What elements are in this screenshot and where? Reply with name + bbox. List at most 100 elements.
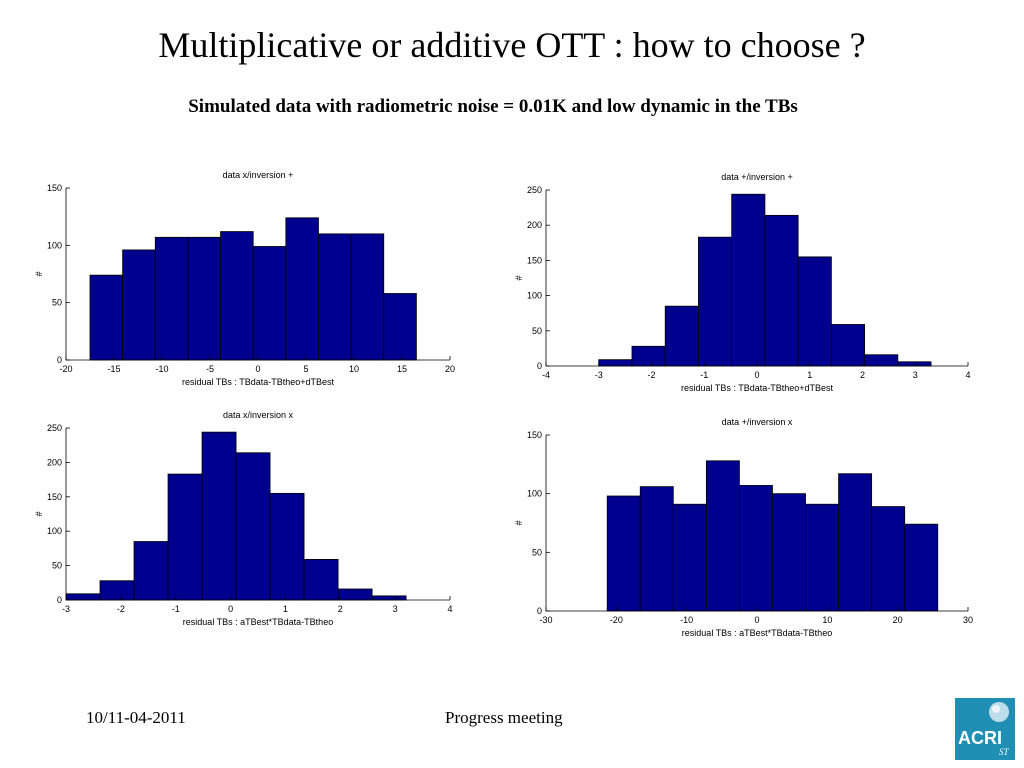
x-tick-label: 5 bbox=[303, 364, 308, 374]
y-tick-label: 50 bbox=[52, 561, 62, 571]
y-tick-label: 0 bbox=[537, 361, 542, 371]
histogram-bar bbox=[705, 460, 740, 612]
histogram-bar bbox=[672, 503, 707, 612]
x-tick-label: 3 bbox=[393, 604, 398, 614]
y-tick-label: 100 bbox=[527, 291, 542, 301]
histogram-bottom-right: data +/inversion x -30 -20 -10 0 10 20 30 0 50 100… bbox=[514, 417, 973, 638]
histogram-bar bbox=[133, 541, 169, 601]
page-title: Multiplicative or additive OTT : how to … bbox=[158, 25, 866, 65]
histogram-bar bbox=[764, 214, 799, 367]
x-axis-label: residual TBs : aTBest*TBdata-TBtheo bbox=[682, 628, 832, 638]
x-tick-label: 20 bbox=[445, 364, 455, 374]
histogram-bar bbox=[235, 452, 271, 601]
histogram-bar bbox=[350, 233, 385, 361]
chart-title: data x/inversion + bbox=[223, 170, 294, 180]
histogram-bar bbox=[871, 506, 906, 612]
histogram-bar bbox=[664, 305, 699, 367]
histogram-bar bbox=[285, 217, 319, 361]
x-tick-label: -1 bbox=[172, 604, 180, 614]
page-subtitle: Simulated data with radiometric noise = … bbox=[188, 96, 798, 117]
x-tick-label: -1 bbox=[700, 370, 708, 380]
y-axis-label: # bbox=[34, 511, 44, 516]
histogram-bar bbox=[904, 523, 939, 612]
x-tick-label: 10 bbox=[822, 615, 832, 625]
x-tick-label: 0 bbox=[754, 370, 759, 380]
chart-title: data +/inversion + bbox=[721, 172, 793, 182]
histogram-bar bbox=[303, 559, 339, 601]
logo-subtext: ST bbox=[999, 747, 1010, 757]
histogram-bar bbox=[631, 345, 666, 367]
histogram-bar bbox=[167, 473, 203, 601]
x-tick-label: -20 bbox=[610, 615, 623, 625]
histogram-top-right: data +/inversion + -4 -3 -2 -1 0 1 2 3 4 0 50 100 150… bbox=[514, 172, 971, 393]
x-tick-label: -15 bbox=[107, 364, 120, 374]
x-axis-label: residual TBs : TBdata-TBtheo+dTBest bbox=[681, 383, 833, 393]
x-tick-label: 2 bbox=[338, 604, 343, 614]
histogram-bar bbox=[187, 236, 221, 361]
y-tick-label: 0 bbox=[537, 606, 542, 616]
x-tick-label: 15 bbox=[397, 364, 407, 374]
y-axis-label: # bbox=[514, 520, 524, 525]
chart-title: data +/inversion x bbox=[722, 417, 793, 427]
histogram-bar bbox=[864, 354, 899, 367]
footer-meeting: Progress meeting bbox=[445, 708, 563, 727]
y-tick-label: 150 bbox=[47, 492, 62, 502]
x-axis-label: residual TBs : TBdata-TBtheo+dTBest bbox=[182, 377, 334, 387]
y-tick-label: 0 bbox=[57, 595, 62, 605]
x-tick-label: -20 bbox=[59, 364, 72, 374]
histogram-bar bbox=[830, 324, 866, 367]
x-tick-label: -10 bbox=[155, 364, 168, 374]
y-tick-label: 100 bbox=[527, 489, 542, 499]
histogram-bar bbox=[598, 359, 633, 367]
x-tick-label: 1 bbox=[283, 604, 288, 614]
histogram-bar bbox=[220, 231, 254, 361]
x-tick-label: 30 bbox=[963, 615, 973, 625]
y-tick-label: 250 bbox=[47, 423, 62, 433]
y-tick-label: 0 bbox=[57, 355, 62, 365]
x-tick-label: -5 bbox=[206, 364, 214, 374]
footer-date: 10/11-04-2011 bbox=[86, 708, 186, 727]
y-tick-label: 250 bbox=[527, 185, 542, 195]
histogram-bar bbox=[269, 492, 305, 601]
y-tick-label: 150 bbox=[47, 183, 62, 193]
histogram-bar bbox=[89, 274, 124, 361]
y-tick-label: 150 bbox=[527, 430, 542, 440]
histogram-bar bbox=[122, 249, 156, 361]
logo-text: ACRI bbox=[958, 728, 1002, 748]
x-tick-label: 0 bbox=[754, 615, 759, 625]
histogram-bar bbox=[805, 503, 839, 612]
y-tick-label: 100 bbox=[47, 240, 62, 250]
histogram-bar bbox=[318, 233, 352, 361]
x-tick-label: -2 bbox=[647, 370, 655, 380]
histogram-bar bbox=[639, 486, 674, 612]
histogram-bar bbox=[383, 293, 417, 361]
histogram-bottom-left: data x/inversion x -3 -2 -1 0 1 2 3 4 0 50 100 150 20… bbox=[34, 410, 453, 627]
x-tick-label: -10 bbox=[680, 615, 693, 625]
histogram-bar bbox=[739, 485, 773, 612]
x-tick-label: 2 bbox=[860, 370, 865, 380]
y-axis-label: # bbox=[514, 275, 524, 280]
histogram-bar bbox=[99, 580, 135, 601]
histogram-bar bbox=[698, 236, 733, 367]
histogram-bar bbox=[772, 493, 806, 612]
x-tick-label: -30 bbox=[539, 615, 552, 625]
x-tick-label: -2 bbox=[117, 604, 125, 614]
x-tick-label: 0 bbox=[228, 604, 233, 614]
histogram-bar bbox=[371, 595, 407, 601]
y-tick-label: 50 bbox=[52, 298, 62, 308]
x-tick-label: 20 bbox=[893, 615, 903, 625]
histogram-bar bbox=[201, 431, 237, 601]
x-axis-label: residual TBs : aTBest*TBdata-TBtheo bbox=[183, 617, 333, 627]
y-tick-label: 50 bbox=[532, 547, 542, 557]
histogram-bar bbox=[797, 256, 832, 367]
chart-title: data x/inversion x bbox=[223, 410, 294, 420]
histogram-bar bbox=[252, 246, 287, 361]
acri-st-logo: ACRI ST bbox=[955, 698, 1015, 760]
y-tick-label: 200 bbox=[527, 220, 542, 230]
histogram-top-left: data x/inversion + -20 -15 -10 -5 0 5 10 15 20 0 50… bbox=[34, 170, 455, 387]
y-tick-label: 100 bbox=[47, 526, 62, 536]
x-tick-label: -4 bbox=[542, 370, 550, 380]
y-tick-label: 200 bbox=[47, 457, 62, 467]
histogram-bar bbox=[897, 361, 932, 367]
histogram-bar bbox=[731, 193, 766, 367]
